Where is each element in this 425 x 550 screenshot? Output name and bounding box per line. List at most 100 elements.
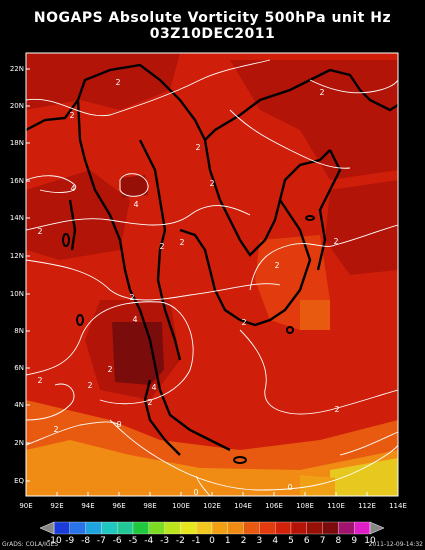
- lon-label: 110E: [327, 502, 345, 510]
- lon-label: 112E: [358, 502, 376, 510]
- lon-label: 102E: [203, 502, 221, 510]
- contour-label: 0: [287, 483, 292, 492]
- colorbar-left-arrow: [39, 521, 55, 535]
- lon-label: 90E: [19, 502, 33, 510]
- colorbar-cell: [275, 521, 292, 535]
- colorbar-cell: [117, 521, 134, 535]
- lon-label: 96E: [112, 502, 126, 510]
- field-dark-east: [325, 180, 398, 275]
- contour-label: 2: [179, 238, 184, 247]
- colorbar-label: -1: [191, 536, 201, 546]
- field-max-north: [120, 175, 148, 198]
- field-orange-patch: [300, 300, 330, 330]
- colorbar-label: -10: [47, 536, 62, 546]
- colorbar-label: -3: [160, 536, 170, 546]
- colorbar-label: -5: [128, 536, 138, 546]
- lat-label: 14N: [9, 214, 24, 222]
- contour-label: 2: [241, 318, 246, 327]
- colorbar-cell: [322, 521, 339, 535]
- colorbar-right-arrow: [369, 521, 385, 535]
- map-valid-time: 03Z10DEC2011: [149, 26, 276, 42]
- contour-label: 2: [319, 88, 324, 97]
- contour-label: 2: [159, 242, 164, 251]
- colorbar-cell: [196, 521, 213, 535]
- map-title: NOGAPS Absolute Vorticity 500hPa unit Hz: [33, 10, 392, 26]
- colorbar-cell: [354, 521, 371, 535]
- lat-label: 12N: [9, 252, 24, 260]
- lat-label: 16N: [9, 177, 24, 185]
- colorbar-cell: [259, 521, 276, 535]
- colorbar-label: -8: [81, 536, 91, 546]
- footer-credit: GrADS: COLA/IGES: [2, 541, 59, 548]
- contour-label: 2: [195, 143, 200, 152]
- contour-label: 2: [37, 376, 42, 385]
- contour-label: 2: [274, 261, 279, 270]
- lat-label: 22N: [9, 65, 24, 73]
- colorbar-cell: [69, 521, 86, 535]
- contour-label: 2: [87, 381, 92, 390]
- contour-label: 2: [107, 365, 112, 374]
- contour-label: 2: [147, 398, 152, 407]
- contour-label: 2: [333, 237, 338, 246]
- contour-lines: [26, 59, 398, 496]
- lon-label: 108E: [296, 502, 314, 510]
- colorbar-label: 7: [319, 536, 326, 546]
- contour-label: 4: [133, 200, 138, 209]
- contour-label: 2: [53, 425, 58, 434]
- contour-label: 2: [69, 111, 74, 120]
- lon-label: 106E: [265, 502, 283, 510]
- lon-label: 104E: [234, 502, 252, 510]
- contour-label: 2: [129, 293, 134, 302]
- colorbar-cell: [101, 521, 118, 535]
- colorbar-cell: [53, 521, 70, 535]
- colorbar-label: 5: [288, 536, 294, 546]
- colorbar-cell: [290, 521, 307, 535]
- colorbar-label: -7: [96, 536, 106, 546]
- colorbar-cells: [53, 521, 371, 535]
- colorbar-label: 10: [364, 536, 376, 546]
- contour-label: 0: [193, 488, 198, 497]
- contour-label: 4: [151, 383, 156, 392]
- contour-label: 4: [132, 315, 137, 324]
- colorbar-cell: [338, 521, 355, 535]
- lon-label: 92E: [50, 502, 64, 510]
- colorbar-cell: [85, 521, 102, 535]
- contour-label: 2: [209, 179, 214, 188]
- contour-label: 2: [334, 405, 339, 414]
- colorbar-cell: [164, 521, 181, 535]
- colorbar-cell: [306, 521, 323, 535]
- lon-label: 98E: [143, 502, 157, 510]
- lat-label: 10N: [9, 290, 24, 298]
- field-dark-northeast: [230, 60, 398, 180]
- contour-label: 2: [37, 227, 42, 236]
- colorbar-cell: [180, 521, 197, 535]
- contour-label-group: 2 2 2 4 2 2 4 4 2 2 2 2 2 2 4 2 2 2 2 2 …: [37, 78, 339, 497]
- lat-label: EQ: [14, 477, 24, 485]
- colorbar-cell: [243, 521, 260, 535]
- colorbar-label: -6: [112, 536, 122, 546]
- footer-timestamp: 2011-12-09-14:32: [368, 541, 423, 548]
- colorbar-label: 3: [256, 536, 263, 546]
- contour-label: 2: [115, 78, 120, 87]
- colorbar-cell: [132, 521, 149, 535]
- colorbar-cell: [211, 521, 228, 535]
- lat-label: 18N: [9, 139, 24, 147]
- lat-label: 4N: [14, 401, 24, 409]
- field-max-center: [112, 322, 164, 385]
- field-yellow-southeast: [330, 458, 398, 496]
- lat-label: 6N: [14, 364, 24, 372]
- contour-label: 0: [116, 420, 121, 429]
- colorbar-label: 4: [272, 536, 279, 546]
- coastlines: [26, 63, 398, 456]
- colorbar-label: 1: [224, 536, 231, 546]
- contour-label: 4: [70, 184, 75, 193]
- colorbar-label: 6: [303, 536, 310, 546]
- colorbar-label: -9: [65, 536, 75, 546]
- lon-label: 100E: [172, 502, 190, 510]
- colorbar-label: 8: [335, 536, 342, 546]
- colorbar-label: 0: [209, 536, 215, 546]
- lon-label: 94E: [81, 502, 95, 510]
- colorbar-label: -2: [175, 536, 185, 546]
